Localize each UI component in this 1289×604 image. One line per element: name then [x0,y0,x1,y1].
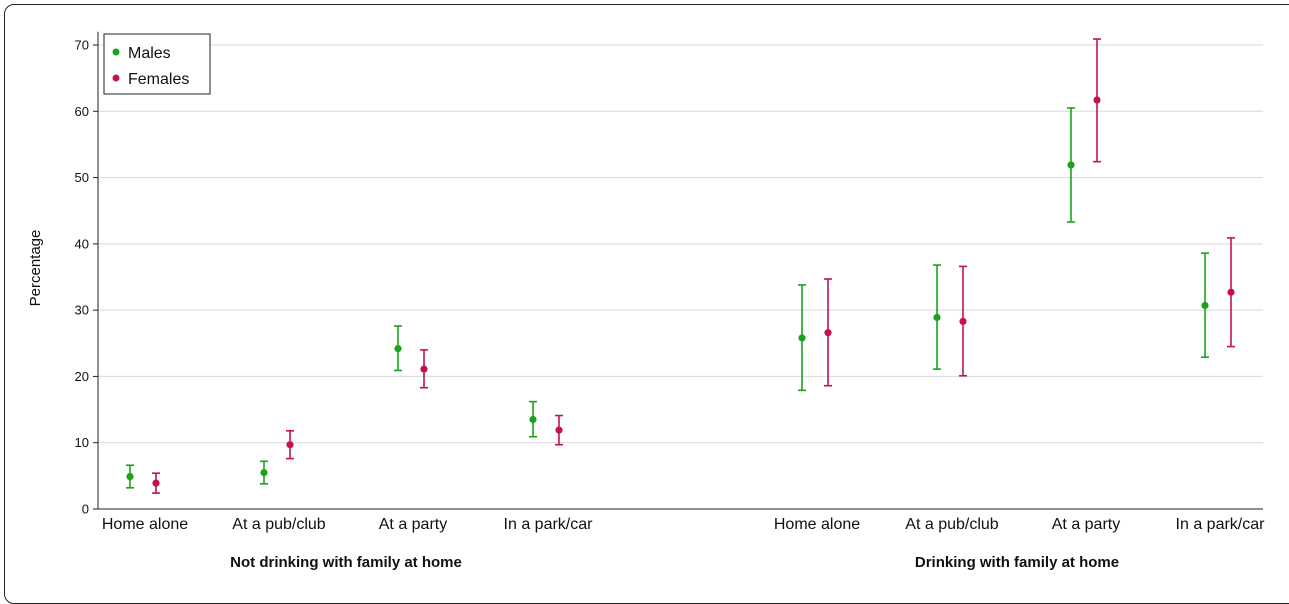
data-point [959,317,967,326]
data-point [798,334,806,342]
legend-box [103,33,211,95]
data-point [1067,161,1075,169]
labels: Home alone At a pub/club At a party In a pa… [102,516,1265,571]
category-label: Home alone [102,516,188,533]
data-layer [126,38,1235,494]
category-label: Home alone [774,516,860,533]
legend-label-males: Males [128,45,171,62]
y-tick-label-40: 40 [75,236,89,251]
data-point [394,344,402,353]
y-tick-label-20: 20 [75,369,89,384]
legend-marker-males [112,48,120,56]
y-tick-label-70: 70 [75,38,89,53]
y-tick-label-0: 0 [82,502,89,517]
data-point [260,468,268,477]
axes: 0 10 20 30 40 50 60 70 [75,31,1263,517]
category-label: In a park/car [504,516,594,533]
data-point [555,426,563,434]
group-label: Drinking with family at home [915,554,1119,571]
data-point [933,313,941,322]
data-point [286,441,294,449]
group-label: Not drinking with family at home [230,554,462,571]
category-label: At a party [379,516,447,533]
category-label: In a park/car [1176,516,1266,533]
y-axis-title: Percentage [27,230,44,307]
legend-marker-females [112,74,120,82]
data-point [126,472,134,481]
y-tick-label-10: 10 [75,435,89,450]
legend-label-females: Females [128,71,189,88]
y-tick-label-50: 50 [75,170,89,185]
data-point [824,329,832,337]
data-point [152,479,160,487]
category-label: At a party [1052,516,1120,533]
data-point [1227,288,1235,296]
gridlines [98,44,1263,444]
data-point [1201,301,1209,310]
category-label: At a pub/club [232,516,326,533]
legend: Males Females [103,33,211,95]
category-label: At a pub/club [905,516,999,533]
data-point [1093,96,1101,104]
chart: 0 10 20 30 40 50 60 70 Home alone At a pub/club A… [27,31,1265,571]
data-point [529,415,537,424]
y-tick-label-60: 60 [75,104,89,119]
y-tick-label-30: 30 [75,303,89,318]
data-point [420,365,428,373]
